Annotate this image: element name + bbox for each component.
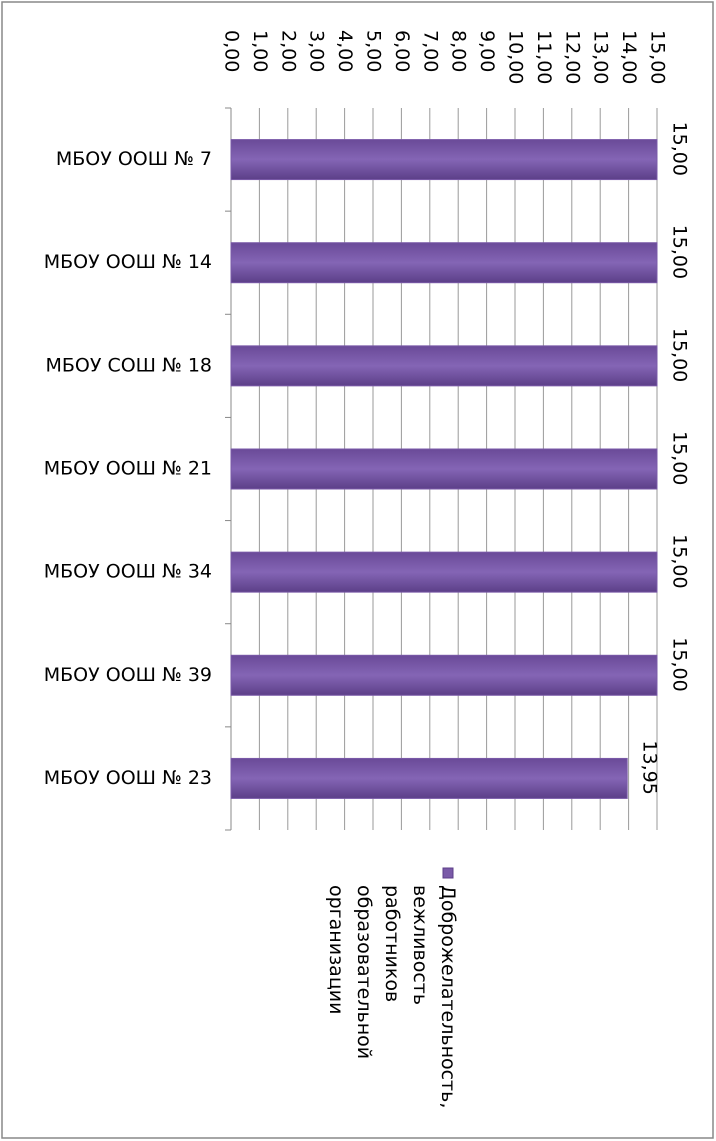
- bar: [230, 757, 628, 799]
- y-tick-label: МБОУ ООШ № 21: [44, 458, 212, 480]
- legend-line: образовательной: [354, 885, 376, 1059]
- value-label: 13,95: [639, 740, 661, 794]
- x-tick-label: 5,00: [363, 30, 385, 72]
- legend-line: организации: [326, 885, 348, 1014]
- legend-line: Доброжелательность,: [438, 885, 460, 1108]
- x-tick-label: 3,00: [306, 30, 328, 72]
- value-label: 15,00: [669, 534, 691, 588]
- bar: [230, 242, 658, 284]
- x-tick-label: 11,00: [533, 30, 555, 84]
- x-tick-label: 14,00: [618, 30, 640, 84]
- x-tick-label: 8,00: [448, 30, 470, 72]
- legend-marker: [442, 867, 454, 879]
- legend-line: вежливость: [410, 885, 432, 1005]
- x-tick-label: 0,00: [221, 30, 243, 72]
- y-tick-label: МБОУ ООШ № 39: [44, 664, 212, 686]
- value-label: 15,00: [669, 225, 691, 279]
- y-tick-label: МБОУ ООШ № 14: [44, 251, 212, 273]
- legend-line: работников: [382, 885, 404, 1002]
- x-tick-label: 1,00: [249, 30, 271, 72]
- x-tick-label: 12,00: [561, 30, 583, 84]
- x-tick-label: 13,00: [590, 30, 612, 84]
- legend-label: Доброжелательность, вежливость работников о…: [326, 885, 460, 1108]
- x-tick-label: 6,00: [391, 30, 413, 72]
- y-tick-label: МБОУ ООШ № 23: [44, 767, 212, 789]
- bar: [230, 551, 658, 593]
- x-tick-label: 4,00: [334, 30, 356, 72]
- value-label: 15,00: [669, 328, 691, 382]
- x-tick-label: 15,00: [647, 30, 669, 84]
- value-label: 15,00: [669, 431, 691, 485]
- bar: [230, 448, 658, 490]
- bar: [230, 654, 658, 696]
- y-tick-label: МБОУ СОШ № 18: [45, 354, 212, 376]
- bar: [230, 345, 658, 387]
- value-label: 15,00: [669, 637, 691, 691]
- bar: [230, 139, 658, 181]
- y-tick-label: МБОУ ООШ № 7: [56, 148, 212, 170]
- x-tick-label: 9,00: [476, 30, 498, 72]
- x-tick-label: 10,00: [505, 30, 527, 84]
- value-label: 15,00: [669, 122, 691, 176]
- y-tick-label: МБОУ ООШ № 34: [44, 561, 212, 583]
- x-tick-label: 2,00: [277, 30, 299, 72]
- x-tick-label: 7,00: [419, 30, 441, 72]
